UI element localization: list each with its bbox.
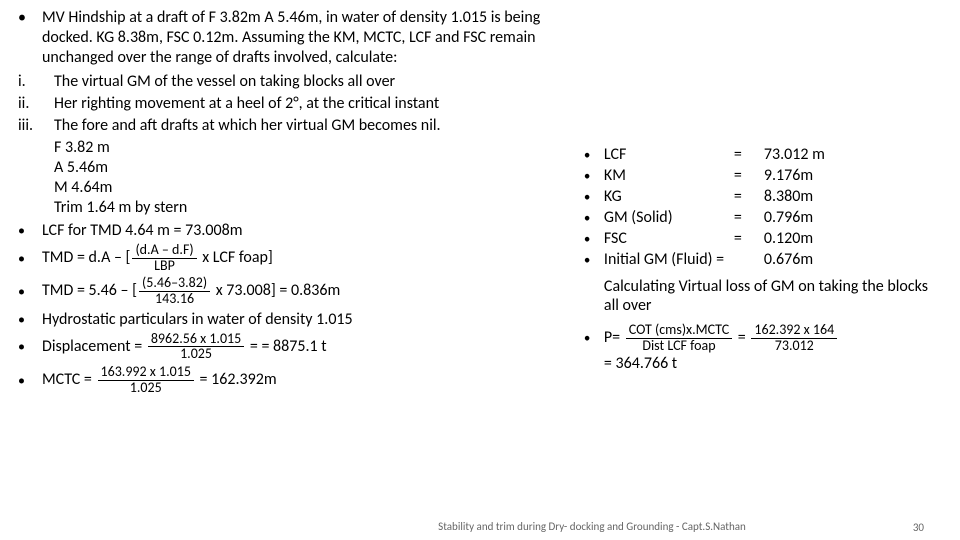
roman-label: iii. [18, 116, 54, 136]
param-row-gm-solid: • GM (Solid) = 0.796m [584, 208, 935, 227]
bullet-icon: • [18, 8, 42, 68]
bullet-icon: • [18, 311, 42, 328]
disp-prefix: Displacement = [42, 337, 146, 356]
param-label: KG [604, 187, 734, 206]
page-number: 30 [884, 521, 924, 534]
tmd-formula-text: TMD = d.A – [(d.A – d.F)LBP x LCF foap] [42, 243, 273, 273]
fraction: (d.A – d.F)LBP [132, 243, 196, 273]
bullet-icon: • [584, 169, 604, 184]
tmd-calc: • TMD = 5.46 – [(5.46–3.82)143.16 x 73.0… [18, 276, 554, 306]
frac-den: 1.025 [177, 347, 215, 362]
question-iii: iii. The fore and aft drafts at which he… [18, 116, 554, 136]
bullet-icon: • [18, 372, 42, 389]
problem-statement: • MV Hindship at a draft of F 3.82m A 5.… [18, 8, 554, 68]
bullet-icon: • [18, 283, 42, 300]
line-a: A 5.46m [54, 158, 554, 178]
param-val: 8.380m [764, 187, 813, 206]
param-val: 0.120m [764, 229, 813, 248]
mctc-prefix: MCTC = [42, 370, 96, 389]
param-label: Initial GM (Fluid) = [604, 250, 764, 269]
disp-suffix: = = 8875.1 t [246, 337, 326, 356]
fraction: 8962.56 x 1.0151.025 [148, 332, 244, 362]
mctc-suffix: = 162.392m [196, 370, 277, 389]
frac-den: 73.012 [772, 339, 817, 354]
bullet-icon: • [584, 331, 604, 346]
param-val: 0.796m [764, 208, 813, 227]
bullet-icon: • [584, 232, 604, 247]
q3-text: The fore and aft drafts at which her vir… [54, 116, 441, 136]
tmd-calc-text: TMD = 5.46 – [(5.46–3.82)143.16 x 73.008… [42, 276, 340, 306]
roman-label: i. [18, 72, 54, 92]
frac-den: 1.025 [127, 381, 165, 396]
param-label: KM [604, 166, 734, 185]
p-mid: = [734, 328, 749, 347]
p-result: = 364.766 t [604, 354, 935, 373]
bullet-icon: • [584, 148, 604, 163]
param-eq: = [734, 208, 764, 227]
bullet-icon: • [18, 250, 42, 267]
footer: Stability and trim during Dry- docking a… [0, 521, 960, 534]
param-eq: = [734, 187, 764, 206]
disp-line: • Displacement = 8962.56 x 1.0151.025 = … [18, 332, 554, 362]
question-ii: ii. Her righting movement at a heel of 2… [18, 94, 554, 114]
hydro-text: Hydrostatic particulars in water of dens… [42, 310, 353, 329]
tmd-formula-prefix: TMD = d.A – [ [42, 248, 130, 267]
p-text: P= COT (cms)x.MCTCDist LCF foap = 162.39… [604, 323, 839, 353]
q2-text: Her righting movement at a heel of 2°, a… [54, 94, 439, 114]
draft-values: F 3.82 m A 5.46m M 4.64m Trim 1.64 m by … [54, 138, 554, 218]
disp-text: Displacement = 8962.56 x 1.0151.025 = = … [42, 332, 327, 362]
bullet-icon: • [584, 211, 604, 226]
param-row-lcf: • LCF = 73.012 m [584, 145, 935, 164]
param-eq: = [734, 145, 764, 164]
problem-text: MV Hindship at a draft of F 3.82m A 5.46… [42, 8, 554, 68]
p-formula: • P= COT (cms)x.MCTCDist LCF foap = 162.… [584, 323, 935, 353]
param-row-kg: • KG = 8.380m [584, 187, 935, 206]
param-val: 73.012 m [764, 145, 825, 164]
tmd-formula: • TMD = d.A – [(d.A – d.F)LBP x LCF foap… [18, 243, 554, 273]
hydro-line: • Hydrostatic particulars in water of de… [18, 310, 554, 329]
param-label: GM (Solid) [604, 208, 734, 227]
param-row-fsc: • FSC = 0.120m [584, 229, 935, 248]
mctc-line: • MCTC = 163.992 x 1.0151.025 = 162.392m [18, 365, 554, 395]
param-label: FSC [604, 229, 734, 248]
frac-den: Dist LCF foap [639, 339, 718, 354]
param-row-km: • KM = 9.176m [584, 166, 935, 185]
param-val: 0.676m [764, 250, 813, 269]
p-prefix: P= [604, 328, 624, 347]
param-eq: = [734, 229, 764, 248]
fraction: (5.46–3.82)143.16 [139, 276, 210, 306]
param-row-gm-fluid: • Initial GM (Fluid) = 0.676m [584, 250, 935, 269]
lcf-text: LCF for TMD 4.64 m = 73.008m [42, 221, 243, 240]
calc-note: Calculating Virtual loss of GM on taking… [604, 277, 935, 315]
param-val: 9.176m [764, 166, 813, 185]
frac-den: LBP [151, 259, 178, 274]
line-f: F 3.82 m [54, 138, 554, 158]
tmd-calc-prefix: TMD = 5.46 – [ [42, 281, 137, 300]
bullet-icon: • [18, 338, 42, 355]
line-m: M 4.64m [54, 178, 554, 198]
bullet-icon: • [584, 190, 604, 205]
fraction: 163.992 x 1.0151.025 [98, 365, 194, 395]
tmd-formula-suffix: x LCF foap] [199, 248, 273, 267]
fraction: 162.392 x 16473.012 [751, 323, 837, 353]
line-trim: Trim 1.64 m by stern [54, 198, 554, 218]
fraction: COT (cms)x.MCTCDist LCF foap [626, 323, 732, 353]
mctc-text: MCTC = 163.992 x 1.0151.025 = 162.392m [42, 365, 277, 395]
bullet-icon: • [584, 253, 604, 268]
footer-text: Stability and trim during Dry- docking a… [300, 521, 884, 534]
param-eq: = [734, 166, 764, 185]
tmd-calc-suffix: x 73.008] = 0.836m [212, 281, 340, 300]
lcf-line: • LCF for TMD 4.64 m = 73.008m [18, 221, 554, 240]
q1-text: The virtual GM of the vessel on taking b… [54, 72, 395, 92]
param-label: LCF [604, 145, 734, 164]
roman-label: ii. [18, 94, 54, 114]
frac-den: 143.16 [152, 292, 197, 307]
bullet-icon: • [18, 222, 42, 239]
question-i: i. The virtual GM of the vessel on takin… [18, 72, 554, 92]
